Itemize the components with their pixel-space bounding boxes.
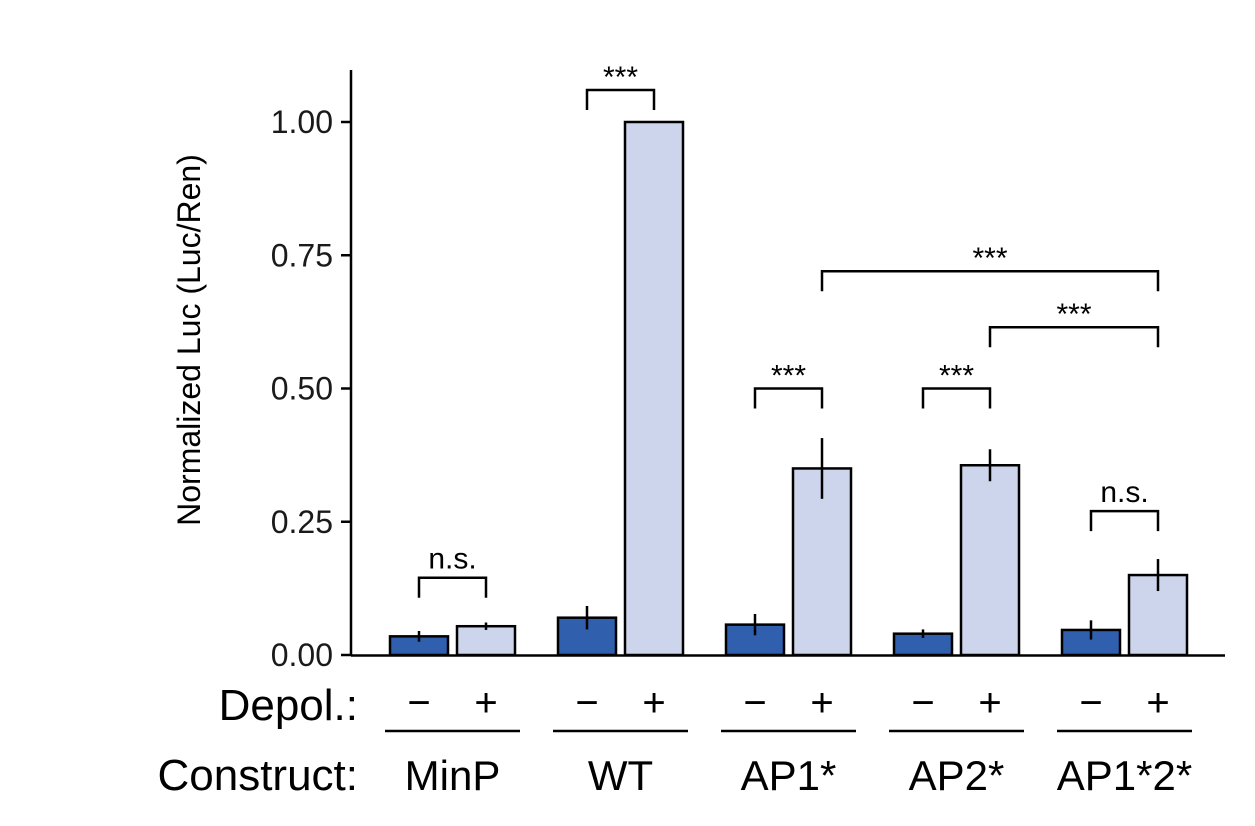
bar-plus	[791, 467, 853, 657]
depol-minus-label: −	[575, 681, 598, 725]
depol-minus-label: −	[743, 681, 766, 725]
bar-plus	[623, 120, 685, 657]
significance-bracket	[585, 88, 656, 111]
significance-bracket	[417, 576, 488, 598]
depol-plus-label: +	[474, 681, 497, 725]
construct-label: WT	[588, 752, 653, 799]
significance-label: n.s.	[428, 543, 476, 576]
y-tick-label: 0.50	[271, 371, 333, 407]
depol-plus-label: +	[642, 681, 665, 725]
construct-label: AP1*	[741, 752, 837, 799]
y-tick-label: 0.25	[271, 504, 333, 540]
depol-plus-label: +	[978, 681, 1001, 725]
significance-label: ***	[771, 360, 806, 393]
significance-bracket	[753, 387, 824, 409]
construct-label: AP2*	[909, 752, 1005, 799]
depol-minus-label: −	[1079, 681, 1102, 725]
depol-plus-label: +	[1146, 681, 1169, 725]
significance-bracket	[921, 387, 992, 409]
significance-bracket	[820, 269, 1160, 292]
significance-label: ***	[1056, 298, 1091, 331]
significance-bracket	[988, 325, 1160, 348]
y-tick-label: 1.00	[271, 104, 333, 140]
y-tick-label: 0.75	[271, 237, 333, 273]
significance-bracket	[1089, 509, 1160, 532]
y-axis-title: Normalized Luc (Luc/Ren)	[171, 154, 207, 526]
significance-label: ***	[939, 360, 974, 393]
construct-label: AP1*2*	[1057, 752, 1192, 799]
depol-minus-label: −	[407, 681, 430, 725]
depol-minus-label: −	[911, 681, 934, 725]
significance-label: ***	[972, 242, 1007, 275]
construct-label: MinP	[405, 752, 501, 799]
significance-label: ***	[603, 61, 638, 94]
y-tick-label: 0.00	[271, 637, 333, 673]
bar-plus	[959, 464, 1021, 657]
construct-row-label: Construct:	[157, 751, 358, 800]
bar-plus	[455, 624, 517, 657]
depol-row-label: Depol.:	[219, 681, 358, 730]
significance-label: n.s.	[1100, 476, 1148, 509]
depol-plus-label: +	[810, 681, 833, 725]
